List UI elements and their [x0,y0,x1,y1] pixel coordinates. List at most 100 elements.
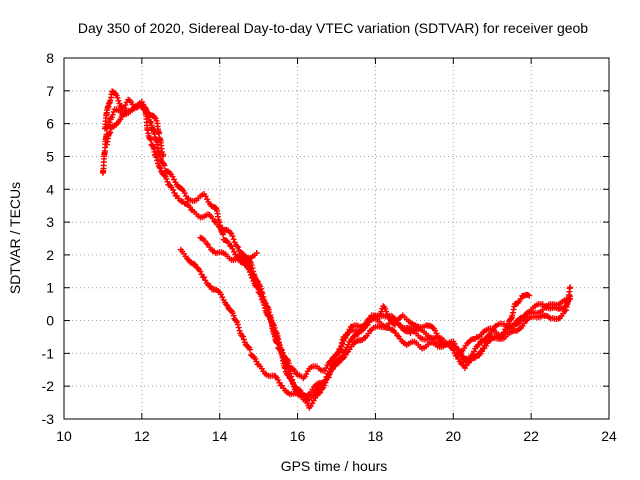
data-point [518,319,521,322]
data-point [180,250,182,253]
y-tick-label: 5 [46,148,54,164]
data-point [398,336,400,338]
data-point [150,122,153,125]
data-point [370,329,373,332]
data-point [405,342,408,345]
series-track-6 [236,251,574,399]
data-point [401,326,404,328]
data-point [491,339,494,342]
data-point [347,349,350,351]
data-point [238,247,240,250]
data-point [289,372,291,374]
data-point [115,96,118,99]
data-point [553,303,556,305]
data-point [160,168,163,171]
y-axis-label: SDTVAR / TECUs [7,182,23,294]
data-point [374,319,377,322]
data-point [388,316,390,319]
data-point [154,155,157,158]
data-point [257,365,260,368]
data-point [176,181,178,184]
y-tick-label: 4 [46,181,54,197]
data-point [296,375,299,378]
data-point [557,309,560,312]
series-track-3 [103,99,167,160]
data-point [487,339,490,342]
data-point [209,201,211,204]
y-tick-label: 0 [46,313,54,329]
data-point [242,336,244,338]
data-point [238,254,240,256]
data-point [472,359,474,361]
data-point [277,342,279,345]
data-point [238,257,240,260]
data-point [218,293,221,296]
data-point [421,336,423,338]
data-point [162,155,165,158]
data-point [104,149,106,151]
data-point [187,198,190,200]
data-point [308,405,311,407]
data-point [549,306,552,309]
data-point [503,336,505,338]
data-point [296,388,299,391]
data-point [261,293,264,296]
axis-ticks [63,57,610,420]
data-point [234,319,237,322]
data-point [549,319,552,322]
data-point [125,109,128,112]
data-points [99,88,574,411]
x-tick-label: 24 [601,428,617,444]
data-point [452,342,455,345]
data-point [409,332,412,335]
data-point [113,109,116,112]
data-point [308,369,311,371]
data-point [366,319,369,322]
data-point [460,352,462,355]
data-point [273,329,276,332]
data-point [534,316,536,319]
data-point [152,116,155,118]
data-point [176,195,178,197]
data-point [483,329,486,332]
y-tick-label: 1 [46,280,54,296]
data-point [230,234,233,236]
data-point [390,329,392,332]
data-point [542,313,544,315]
x-tick-label: 22 [523,428,539,444]
data-point [421,346,423,348]
data-point [503,323,505,325]
data-point [475,336,478,338]
data-point [538,309,540,312]
data-point [109,129,112,131]
data-point [528,296,530,299]
data-point [507,326,509,328]
data-point [158,136,161,138]
data-point [324,378,326,381]
data-point [265,303,268,305]
data-point [218,221,221,223]
data-point [405,326,408,328]
data-point [195,267,198,269]
data-point [339,359,342,361]
data-point [534,306,536,309]
data-point [106,142,108,145]
data-point [106,113,108,115]
data-point [526,319,529,322]
data-point [281,385,283,388]
data-point [109,116,112,118]
data-point [565,309,567,312]
data-point [156,122,159,125]
data-point [113,122,116,125]
y-tick-label: 2 [46,247,54,263]
x-tick-label: 14 [212,428,228,444]
data-point [281,352,283,355]
data-point [510,326,513,328]
series-markers [103,99,167,160]
data-point [170,175,172,177]
data-point [183,201,186,204]
data-point [409,319,412,322]
data-point [308,391,311,394]
data-point [542,303,544,305]
